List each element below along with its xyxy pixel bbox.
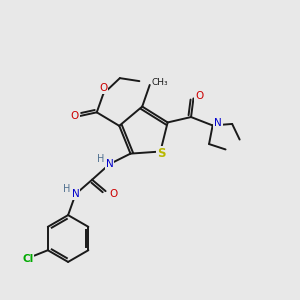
Text: O: O xyxy=(71,111,79,121)
Text: S: S xyxy=(157,147,166,161)
Text: O: O xyxy=(109,188,117,199)
Text: N: N xyxy=(214,118,222,128)
Text: Cl: Cl xyxy=(22,254,33,264)
Text: O: O xyxy=(99,83,107,93)
Text: CH₃: CH₃ xyxy=(152,78,169,87)
Text: H: H xyxy=(98,154,105,164)
Text: N: N xyxy=(106,159,113,169)
Text: O: O xyxy=(195,91,204,101)
Text: N: N xyxy=(72,189,80,199)
Text: H: H xyxy=(64,184,71,194)
